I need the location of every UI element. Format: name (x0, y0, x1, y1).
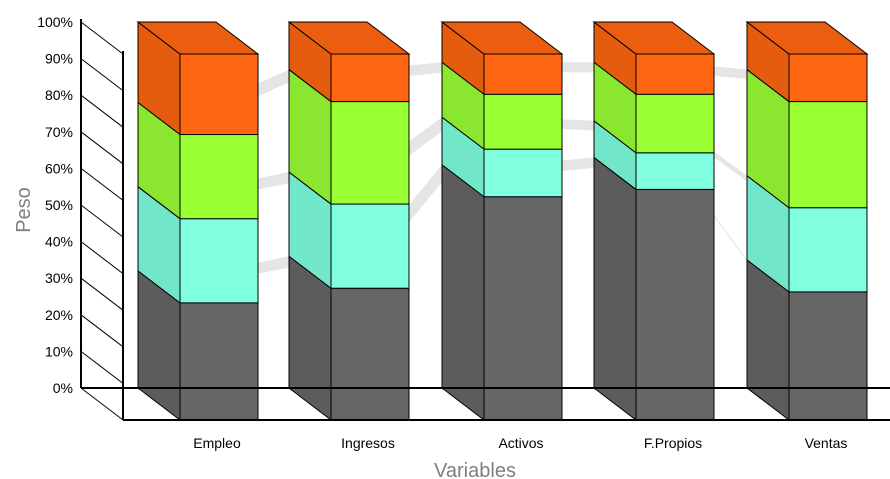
bar-segment (483, 148, 563, 198)
y-tick-label: 90% (45, 51, 73, 67)
y-gridline-diagonal (80, 351, 124, 384)
bar-top-face (287, 21, 411, 55)
y-gridline-diagonal (80, 204, 124, 238)
bar-segment (330, 101, 410, 205)
y-tick-label: 50% (45, 197, 73, 213)
bar-empleo (136, 20, 260, 422)
y-axis-title: Peso (13, 187, 35, 233)
y-tick-label: 80% (45, 87, 73, 103)
bar-segment (635, 152, 715, 190)
y-gridline-diagonal (80, 21, 124, 55)
bar-segment (483, 196, 563, 421)
y-tick-label: 60% (45, 160, 73, 176)
bar-f-propios (592, 20, 716, 422)
bars: Empleo Ingresos Activos F.Propios Ventas (136, 20, 869, 451)
y-tick-label: 0% (53, 380, 73, 396)
bar-segment (788, 291, 868, 421)
y-gridline-diagonal (80, 168, 124, 201)
bar-segment (179, 53, 259, 136)
bar-top-face (745, 21, 869, 55)
bar-segment (483, 53, 563, 95)
bar-segment (179, 218, 259, 304)
y-tick-label: 10% (45, 343, 73, 359)
bar-segment (788, 207, 868, 293)
bar-segment (635, 188, 715, 421)
bar-segment-side (441, 163, 485, 422)
y-gridline-diagonal (80, 241, 124, 274)
bar-segment-side (593, 156, 637, 422)
y-gridline-diagonal (80, 314, 124, 348)
y-gridline-diagonal (80, 94, 124, 128)
bar-segment (179, 134, 259, 220)
bar-segment (635, 53, 715, 95)
bar-top-face (136, 21, 260, 55)
y-gridline-diagonal (80, 58, 124, 91)
bar-segment (330, 203, 410, 289)
bar-segment (788, 53, 868, 103)
bar-segment (788, 101, 868, 209)
y-gridline-diagonal (80, 277, 124, 311)
bar-ingresos (287, 20, 411, 422)
y-tick-label: 20% (45, 307, 73, 323)
bar-segment (330, 53, 410, 103)
bar-activos (440, 20, 564, 422)
bar-segment (483, 93, 563, 150)
x-tick-label: Ventas (805, 435, 848, 451)
y-tick-label: 30% (45, 270, 73, 286)
x-tick-label: Activos (498, 435, 543, 451)
x-tick-label: F.Propios (644, 435, 702, 451)
y-tick-label: 100% (37, 14, 73, 30)
x-tick-label: Ingresos (341, 435, 395, 451)
bar-ventas (745, 20, 869, 422)
y-gridline-diagonal (80, 387, 124, 421)
axes: 0% 10% 20% 30% 40% 50% 60% 70% 80% 90% 100% (37, 14, 890, 421)
y-tick-label: 40% (45, 234, 73, 250)
x-axis-title: Variables (434, 460, 516, 479)
y-tick-label: 70% (45, 124, 73, 140)
bar-top-face (592, 21, 716, 55)
bar-segment (635, 93, 715, 154)
bar-segment (330, 287, 410, 421)
y-gridline-diagonal (80, 131, 124, 165)
bar-top-face (440, 21, 564, 55)
x-tick-label: Empleo (193, 435, 241, 451)
bar-segment (179, 302, 259, 421)
